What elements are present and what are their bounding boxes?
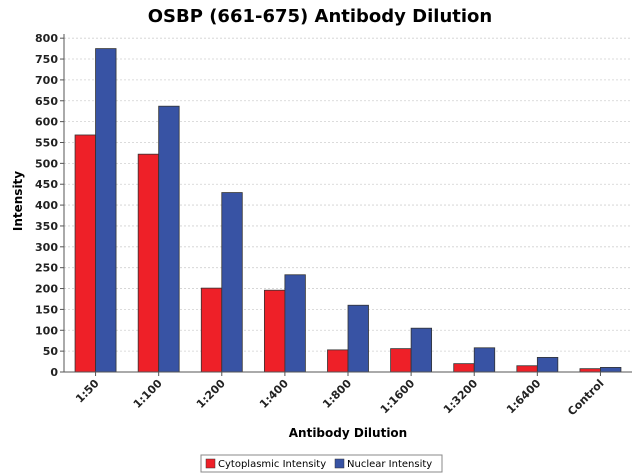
cytoplasmic-bar (516, 365, 538, 373)
legend-box (200, 454, 443, 473)
y-tick-label: 200 (35, 283, 58, 296)
cytoplasmic-bar (263, 289, 286, 373)
nuclear-bar (158, 105, 180, 373)
x-tick-label: 1:800 (320, 377, 354, 411)
cytoplasmic-bar (390, 348, 412, 373)
cytoplasmic-bar (579, 368, 601, 373)
x-tick-label: 1:1600 (378, 377, 418, 417)
y-tick-label: 150 (35, 303, 58, 316)
x-ticks: 1:50 1:100 1:200 1:400 1:800 1:1600 1:3200 1:64… (73, 372, 607, 418)
x-tick-label: 1:200 (194, 377, 228, 411)
legend-label-cytoplasmic: Cytoplasmic Intensity (218, 459, 326, 470)
y-tick-label: 400 (35, 199, 58, 212)
legend: Cytoplasmic Intensity Nuclear Intensity (200, 454, 443, 473)
grid-lines (64, 37, 632, 352)
y-tick-label: 500 (35, 157, 58, 170)
cytoplasmic-bar (453, 363, 475, 373)
cytoplasmic-bar (327, 349, 349, 373)
y-tick-label: 700 (35, 74, 58, 87)
nuclear-bar (221, 192, 243, 373)
x-tick-label: 1:3200 (441, 377, 481, 417)
x-axis-label: Antibody Dilution (289, 426, 407, 440)
y-tick-label: 0 (50, 366, 58, 379)
y-axis-label: Intensity (11, 171, 25, 231)
nuclear-bar (410, 327, 433, 373)
legend-swatch-nuclear (334, 458, 345, 469)
y-tick-label: 100 (35, 324, 58, 337)
legend-label-nuclear: Nuclear Intensity (347, 459, 432, 470)
bars (74, 48, 622, 373)
nuclear-bar (473, 347, 496, 373)
x-tick-label: 1:400 (257, 377, 291, 411)
y-ticks: 0 50 100 150 200 250 300 350 400 450 500 550 600 650 7… (35, 32, 64, 379)
nuclear-bar (347, 304, 369, 373)
cytoplasmic-bar (200, 287, 223, 373)
x-tick-label: 1:6400 (504, 377, 544, 417)
y-tick-label: 750 (35, 53, 58, 66)
x-tick-label: 1:50 (73, 377, 102, 406)
y-tick-label: 350 (35, 220, 58, 233)
y-tick-label: 550 (35, 136, 58, 149)
y-tick-label: 50 (43, 345, 59, 358)
nuclear-bar (95, 48, 117, 373)
y-tick-label: 300 (35, 241, 58, 254)
x-tick-label: Control (565, 377, 606, 418)
chart-title: OSBP (661-675) Antibody Dilution (148, 6, 493, 27)
nuclear-bar (600, 367, 622, 373)
cytoplasmic-bar (74, 134, 96, 373)
nuclear-bar (536, 356, 559, 373)
y-tick-label: 250 (35, 262, 58, 275)
x-tick-label: 1:100 (131, 377, 165, 411)
cytoplasmic-bar (137, 153, 160, 373)
y-tick-label: 800 (35, 32, 58, 45)
y-tick-label: 650 (35, 95, 58, 108)
nuclear-bar (284, 274, 306, 373)
y-tick-label: 450 (35, 178, 58, 191)
y-tick-label: 600 (35, 116, 58, 129)
legend-swatch-cytoplasmic (205, 458, 216, 469)
